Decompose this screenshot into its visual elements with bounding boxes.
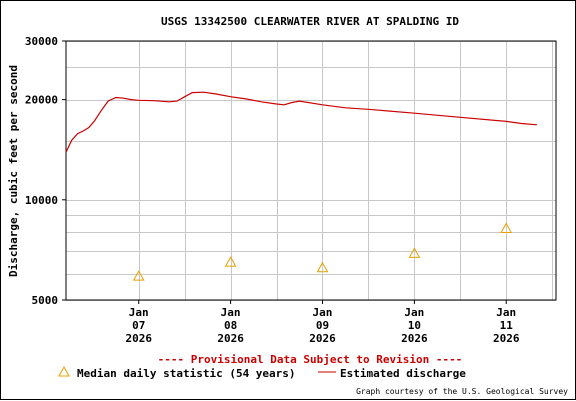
x-tick-label-line: Jan: [129, 306, 149, 319]
discharge-line: [65, 91, 537, 153]
x-tick-label: Jan 11 2026: [493, 306, 520, 345]
x-tick-label: Jan 09 2026: [309, 306, 336, 345]
legend-discharge-label: Estimated discharge: [340, 367, 466, 380]
x-tick-label-line: 2026: [493, 332, 520, 345]
x-tick-label-line: 2026: [309, 332, 336, 345]
x-tick-label-line: 2026: [217, 332, 244, 345]
y-axis: 5000 10000 20000 30000: [25, 35, 66, 307]
grid-lines: [66, 41, 556, 301]
y-tick-label: 20000: [25, 94, 58, 107]
chart-title: USGS 13342500 CLEARWATER RIVER AT SPALDI…: [161, 15, 459, 28]
x-tick-label-line: 2026: [125, 332, 152, 345]
x-tick-label-line: Jan: [496, 306, 516, 319]
legend-median-marker: [58, 365, 70, 377]
series-layer: [65, 91, 537, 281]
x-tick-label-line: 11: [500, 319, 514, 332]
x-tick-label: Jan 07 2026: [125, 306, 152, 345]
legend: Median daily statistic (54 years) Estima…: [58, 365, 466, 380]
y-tick-label: 10000: [25, 194, 58, 207]
median-point: [132, 270, 145, 281]
median-point: [224, 256, 237, 267]
y-tick-label: 30000: [25, 35, 58, 48]
x-tick-label-line: 07: [132, 319, 145, 332]
x-tick-label-line: 09: [316, 319, 329, 332]
median-point: [316, 261, 329, 273]
x-tick-label-line: 2026: [401, 332, 428, 345]
plot-area-border: [65, 40, 557, 301]
y-axis-label: Discharge, cubic feet per second: [7, 65, 20, 277]
x-tick-label-line: Jan: [404, 306, 424, 319]
usgs-credit: Graph courtesy of the U.S. Geological Su…: [356, 387, 568, 396]
median-point: [500, 222, 513, 233]
x-tick-label-line: 08: [224, 319, 237, 332]
legend-median-label: Median daily statistic (54 years): [77, 367, 296, 380]
y-tick-label: 5000: [32, 294, 59, 307]
x-tick-label: Jan 08 2026: [217, 306, 244, 345]
x-tick-label-line: Jan: [221, 306, 241, 319]
median-point: [408, 247, 421, 258]
provisional-notice: ---- Provisional Data Subject to Revisio…: [158, 353, 463, 366]
x-tick-label-line: Jan: [313, 306, 333, 319]
x-tick-label: Jan 10 2026: [401, 306, 428, 345]
x-tick-label-line: 10: [408, 319, 421, 332]
